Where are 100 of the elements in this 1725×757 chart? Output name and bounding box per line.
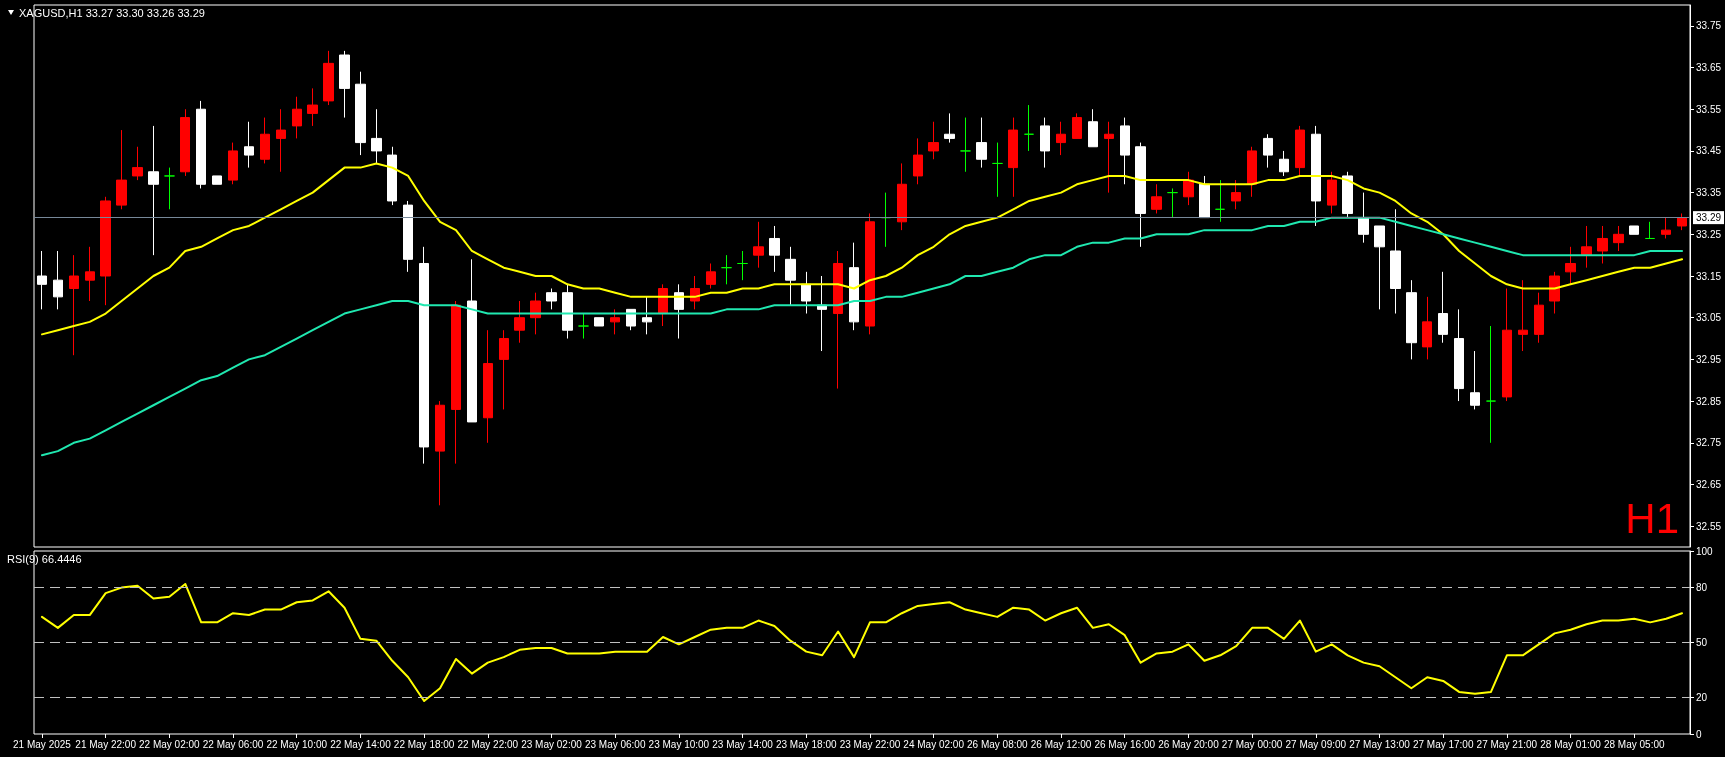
x-tick-label: 23 May 22:00 [839, 738, 901, 750]
y-tick-label: 33.75 [1696, 20, 1722, 32]
candlestick [897, 162, 907, 231]
candlestick [1581, 225, 1592, 269]
x-tick-label: 23 May 18:00 [775, 738, 837, 750]
candlestick [1422, 296, 1432, 360]
x-tick-label: 24 May 02:00 [903, 738, 965, 750]
candlestick [1263, 133, 1273, 169]
candlestick [1406, 279, 1417, 360]
candlestick [1088, 108, 1098, 148]
candlestick [913, 137, 923, 185]
x-tick-label: 22 May 22:00 [457, 738, 519, 750]
x-tick-label: 26 May 20:00 [1158, 738, 1220, 750]
candlestick [1454, 308, 1464, 402]
candlestick [642, 296, 652, 335]
x-tick-label: 23 May 14:00 [712, 738, 774, 750]
candlestick [53, 250, 63, 310]
candlestick [1629, 225, 1639, 235]
candlestick [1342, 171, 1353, 219]
candlestick [865, 212, 875, 335]
candlestick [164, 167, 175, 210]
candlestick [387, 146, 397, 206]
candlestick [1486, 325, 1496, 444]
candlestick [499, 329, 509, 410]
x-tick-label: 21 May 2025 [13, 738, 72, 750]
candlestick [1104, 121, 1114, 194]
candlestick [737, 250, 748, 281]
candlestick [228, 142, 238, 185]
candlestick [1565, 246, 1576, 285]
x-tick-label: 22 May 02:00 [139, 738, 201, 750]
candlestick [1167, 187, 1178, 219]
candlestick [706, 262, 716, 290]
y-tick-label: 33.35 [1696, 187, 1722, 199]
x-tick-label: 28 May 01:00 [1540, 738, 1602, 750]
candlestick [960, 117, 971, 173]
candlestick [292, 96, 302, 139]
y-tick-label: 0 [1696, 728, 1702, 740]
ref-line-label: 33.29 [1696, 212, 1722, 224]
candlestick [1215, 179, 1225, 223]
candlestick [307, 87, 318, 127]
y-tick-label: 33.65 [1696, 62, 1722, 74]
x-tick-label: 22 May 06:00 [202, 738, 264, 750]
candlestick [1597, 225, 1608, 264]
candlestick [594, 317, 604, 327]
candlestick [212, 175, 222, 185]
candlestick [817, 275, 827, 352]
y-tick-label: 33.55 [1696, 103, 1722, 115]
y-tick-label: 32.95 [1696, 353, 1722, 365]
x-tick-label: 28 May 05:00 [1603, 738, 1665, 750]
candlestick [419, 246, 429, 465]
candlestick [1645, 221, 1655, 239]
candlestick [1470, 350, 1480, 410]
candlestick [1040, 117, 1050, 169]
candlestick [1151, 183, 1162, 214]
candlestick [546, 288, 557, 310]
candlestick [1247, 146, 1257, 198]
candlestick [1056, 121, 1066, 156]
candlestick [769, 225, 780, 273]
x-tick-label: 26 May 08:00 [967, 738, 1029, 750]
x-tick-label: 21 May 22:00 [75, 738, 137, 750]
candlestick [801, 271, 811, 315]
candlestick [69, 254, 79, 356]
line-series [40, 162, 1684, 336]
candlestick [1613, 225, 1624, 252]
candlestick [1295, 125, 1305, 177]
candlestick [1518, 279, 1528, 352]
candlestick [1008, 117, 1018, 198]
candlestick [514, 300, 525, 344]
candlestick [610, 308, 620, 335]
candlestick [196, 100, 206, 189]
candlestick [403, 200, 413, 273]
line-series [40, 216, 1684, 457]
candlestick [1120, 117, 1130, 185]
candlestick [928, 121, 939, 160]
candlestick [1231, 179, 1241, 210]
y-tick-label: 32.55 [1696, 520, 1722, 532]
y-tick-label: 20 [1696, 691, 1708, 703]
candlestick [37, 250, 47, 310]
y-tick-label: 32.65 [1696, 478, 1722, 490]
candlestick [1327, 171, 1337, 214]
candlestick [833, 250, 843, 390]
candlestick [132, 146, 143, 181]
candlestick [85, 246, 95, 302]
x-tick-label: 26 May 16:00 [1094, 738, 1156, 750]
candlestick [1358, 192, 1369, 244]
candlestick [435, 400, 445, 506]
y-tick-label: 33.15 [1696, 270, 1722, 282]
candlestick [339, 50, 350, 119]
x-tick-label: 22 May 18:00 [393, 738, 455, 750]
candlestick [1374, 225, 1385, 310]
candlestick [1199, 175, 1210, 219]
candlestick [1183, 171, 1194, 206]
candlestick [1677, 212, 1687, 231]
y-tick-label: 100 [1696, 545, 1714, 557]
candlestick [467, 258, 477, 423]
candlestick [244, 121, 254, 169]
y-tick-label: 32.85 [1696, 395, 1722, 407]
x-tick-label: 27 May 17:00 [1412, 738, 1474, 750]
y-tick-label: 50 [1696, 637, 1708, 648]
candlestick [260, 117, 270, 164]
